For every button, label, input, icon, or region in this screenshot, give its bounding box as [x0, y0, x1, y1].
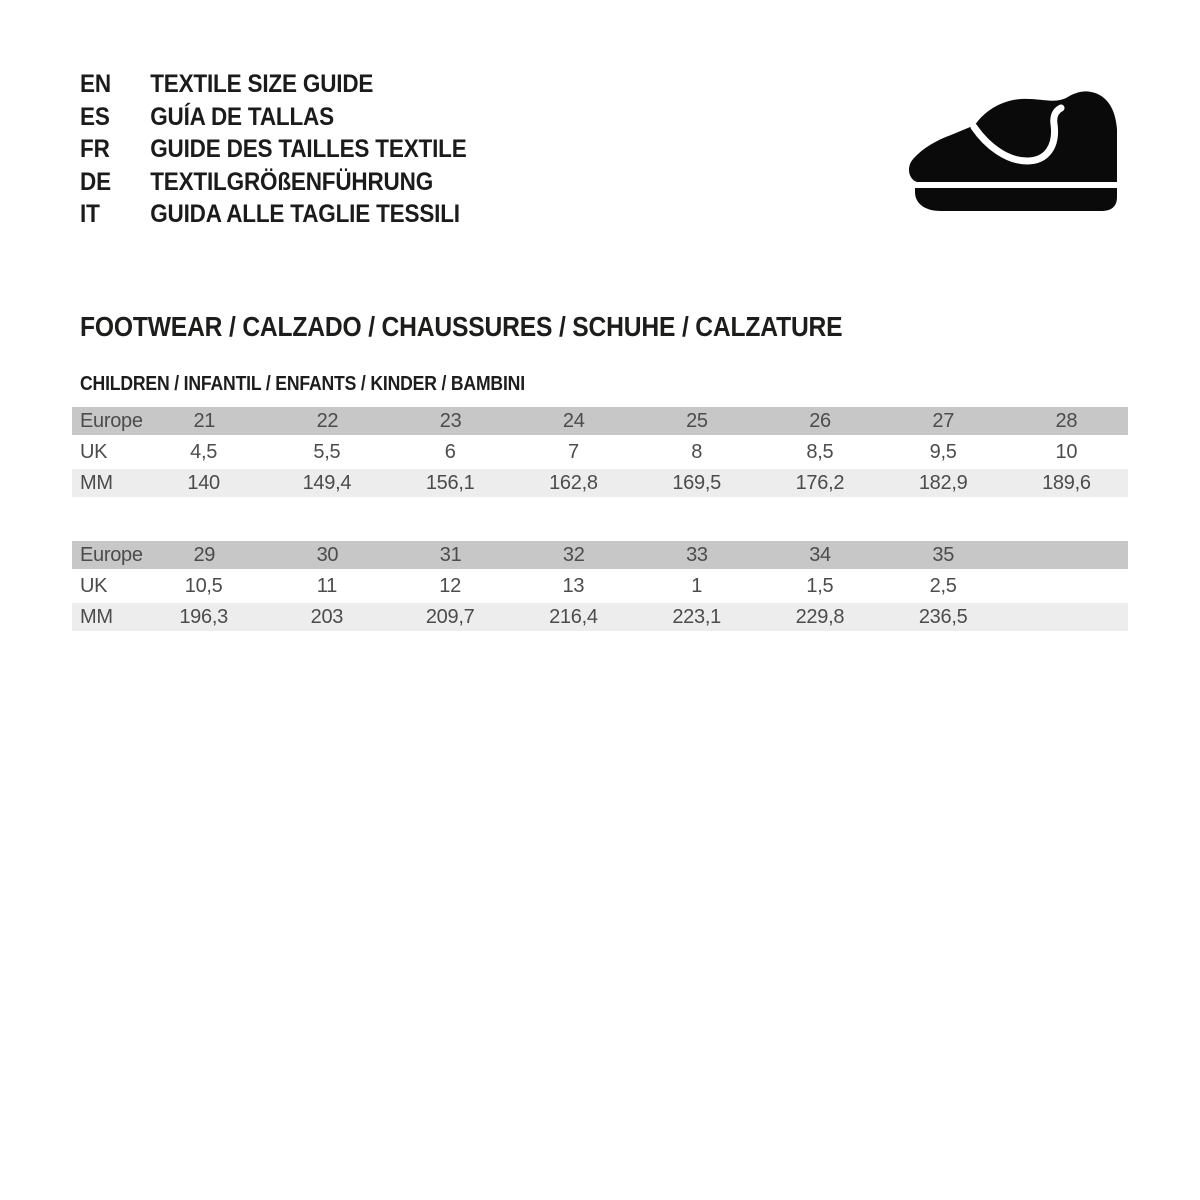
language-code: DE	[80, 167, 111, 196]
size-cell: 31	[439, 544, 462, 566]
size-cell: 229,8	[795, 606, 845, 628]
size-cell: 29	[193, 544, 216, 566]
size-cell: 13	[562, 575, 585, 597]
size-cell: 12	[439, 575, 461, 597]
table-row-mm: MM 196,3 203 209,7 216,4 223,1 229,8 236,5	[72, 603, 1128, 631]
language-label: GUIDE DES TAILLES TEXTILE	[150, 135, 467, 163]
table-row-uk: UK 4,5 5,5 6 7 8 8,5 9,5 10	[72, 438, 1128, 466]
language-row-it: IT GUIDA ALLE TAGLIE TESSILI	[80, 198, 467, 231]
language-label: GUIDA ALLE TAGLIE TESSILI	[150, 200, 460, 228]
size-cell: 10	[1055, 441, 1078, 463]
size-cell	[1005, 541, 1128, 569]
row-label: MM	[80, 606, 113, 628]
row-label: MM	[80, 472, 113, 494]
row-label: Europe	[80, 544, 143, 566]
size-cell: 176,2	[795, 472, 845, 494]
size-cell: 6	[444, 441, 456, 463]
size-cell	[1005, 572, 1128, 600]
language-label: TEXTILE SIZE GUIDE	[150, 70, 374, 98]
section-title-footwear: FOOTWEAR / CALZADO / CHAUSSURES / SCHUHE…	[80, 311, 843, 342]
table-row-mm: MM 140 149,4 156,1 162,8 169,5 176,2 182,9 189,6	[72, 469, 1128, 497]
table-row-uk: UK 10,5 11 12 13 1 1,5 2,5	[72, 572, 1128, 600]
size-cell: 34	[809, 544, 831, 566]
size-cell: 189,6	[1042, 472, 1091, 494]
language-code: IT	[80, 200, 100, 228]
size-cell: 25	[686, 410, 708, 432]
language-code: EN	[80, 70, 111, 98]
table-row-europe: Europe 29 30 31 32 33 34 35	[72, 541, 1128, 569]
size-cell	[1005, 603, 1128, 631]
size-cell: 9,5	[929, 441, 957, 463]
table-row-europe: Europe 21 22 23 24 25 26 27 28	[72, 407, 1128, 435]
size-cell: 223,1	[672, 606, 721, 628]
size-cell: 169,5	[672, 472, 721, 494]
size-cell: 8,5	[806, 441, 834, 463]
size-table-eu-29-35: Europe 29 30 31 32 33 34 35 UK 10,5 11 12 13 1 1,5 2,5 M…	[72, 541, 1128, 634]
size-cell: 140	[187, 472, 220, 494]
size-cell: 182,9	[918, 472, 968, 494]
size-table-eu-21-28: Europe 21 22 23 24 25 26 27 28 UK 4,5 5,5 6 7 8 8,5 9,5 1…	[72, 407, 1128, 500]
size-cell: 27	[932, 410, 955, 432]
row-label: Europe	[80, 410, 143, 432]
size-cell: 196,3	[179, 606, 228, 628]
language-row-fr: FR GUIDE DES TAILLES TEXTILE	[80, 133, 467, 166]
language-label: TEXTILGRÖßENFÜHRUNG	[150, 167, 434, 196]
subsection-title-children: CHILDREN / INFANTIL / ENFANTS / KINDER /…	[80, 373, 525, 395]
language-row-es: ES GUÍA DE TALLAS	[80, 101, 467, 134]
size-cell: 24	[562, 410, 585, 432]
size-cell: 209,7	[425, 606, 475, 628]
size-cell: 216,4	[549, 606, 598, 628]
language-title-list: EN TEXTILE SIZE GUIDE ES GUÍA DE TALLAS …	[80, 68, 467, 231]
children-shoe-icon	[908, 91, 1117, 211]
size-cell: 23	[439, 410, 462, 432]
language-code: ES	[80, 102, 110, 131]
size-cell: 8	[691, 441, 703, 463]
size-cell: 35	[932, 544, 955, 566]
size-cell: 1,5	[806, 575, 834, 597]
size-cell: 11	[316, 575, 337, 597]
size-cell: 32	[562, 544, 585, 566]
size-cell: 2,5	[929, 575, 957, 597]
size-cell: 149,4	[302, 472, 352, 494]
size-cell: 28	[1055, 410, 1078, 432]
language-row-de: DE TEXTILGRÖßENFÜHRUNG	[80, 166, 467, 199]
size-cell: 21	[193, 410, 216, 432]
size-cell: 30	[316, 544, 339, 566]
row-label: UK	[80, 575, 108, 597]
size-cell: 203	[310, 606, 344, 628]
size-cell: 7	[567, 441, 579, 463]
size-cell: 4,5	[190, 441, 218, 463]
language-label: GUÍA DE TALLAS	[150, 102, 334, 131]
size-cell: 1	[691, 575, 703, 597]
size-cell: 236,5	[918, 606, 968, 628]
size-cell: 22	[316, 410, 339, 432]
size-cell: 26	[809, 410, 831, 432]
size-cell: 33	[686, 544, 708, 566]
language-code: FR	[80, 135, 110, 163]
size-cell: 156,1	[425, 472, 475, 494]
language-row-en: EN TEXTILE SIZE GUIDE	[80, 68, 467, 101]
row-label: UK	[80, 441, 108, 463]
size-cell: 162,8	[549, 472, 598, 494]
size-cell: 10,5	[184, 575, 223, 597]
size-cell: 5,5	[313, 441, 341, 463]
